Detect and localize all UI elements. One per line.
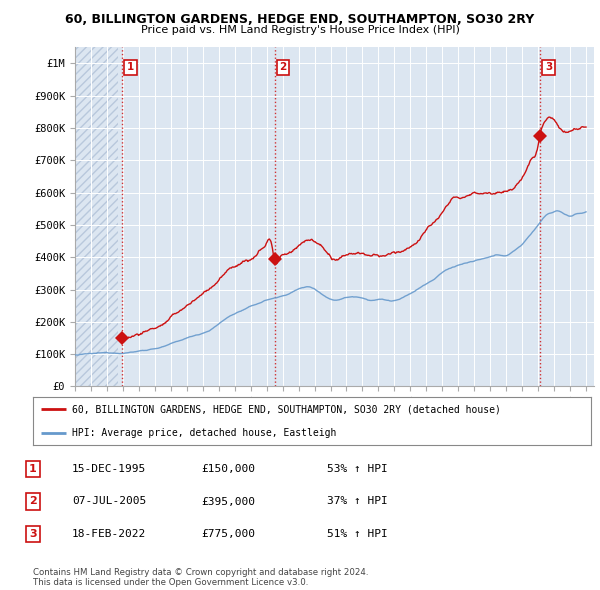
Text: 3: 3 bbox=[29, 529, 37, 539]
Text: 18-FEB-2022: 18-FEB-2022 bbox=[72, 529, 146, 539]
Text: 60, BILLINGTON GARDENS, HEDGE END, SOUTHAMPTON, SO30 2RY (detached house): 60, BILLINGTON GARDENS, HEDGE END, SOUTH… bbox=[72, 404, 501, 414]
Text: 51% ↑ HPI: 51% ↑ HPI bbox=[327, 529, 388, 539]
Text: £775,000: £775,000 bbox=[201, 529, 255, 539]
Text: 07-JUL-2005: 07-JUL-2005 bbox=[72, 497, 146, 506]
Text: 2: 2 bbox=[29, 497, 37, 506]
Text: £395,000: £395,000 bbox=[201, 497, 255, 506]
Text: 37% ↑ HPI: 37% ↑ HPI bbox=[327, 497, 388, 506]
Text: 1: 1 bbox=[127, 63, 134, 73]
Text: 53% ↑ HPI: 53% ↑ HPI bbox=[327, 464, 388, 474]
Text: £150,000: £150,000 bbox=[201, 464, 255, 474]
Text: 60, BILLINGTON GARDENS, HEDGE END, SOUTHAMPTON, SO30 2RY: 60, BILLINGTON GARDENS, HEDGE END, SOUTH… bbox=[65, 13, 535, 26]
Text: 15-DEC-1995: 15-DEC-1995 bbox=[72, 464, 146, 474]
Text: 1: 1 bbox=[29, 464, 37, 474]
Text: Contains HM Land Registry data © Crown copyright and database right 2024.
This d: Contains HM Land Registry data © Crown c… bbox=[33, 568, 368, 587]
Text: 2: 2 bbox=[280, 63, 287, 73]
Text: 3: 3 bbox=[545, 63, 552, 73]
Bar bbox=[75, 47, 118, 386]
Text: Price paid vs. HM Land Registry's House Price Index (HPI): Price paid vs. HM Land Registry's House … bbox=[140, 25, 460, 35]
Text: HPI: Average price, detached house, Eastleigh: HPI: Average price, detached house, East… bbox=[72, 428, 337, 438]
